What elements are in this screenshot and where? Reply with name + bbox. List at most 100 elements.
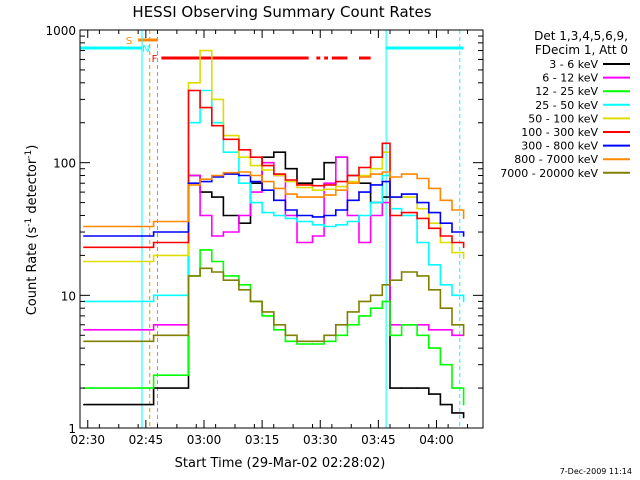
data-point-800-7000-kev (210, 174, 213, 177)
data-point-100-300-kev (261, 164, 263, 167)
data-point-7000-20000-kev (439, 307, 442, 309)
data-point-100-300-kev (83, 246, 85, 249)
chart-title: HESSI Observing Summary Count Rates (132, 3, 431, 21)
data-point-6-12-kev (152, 323, 155, 326)
data-point-3-6-kev (439, 403, 442, 406)
data-point-25-50-kev (462, 300, 465, 303)
data-point-800-7000-kev (334, 189, 337, 192)
data-point-25-50-kev (369, 201, 372, 204)
data-point-50-100-kev (83, 260, 85, 263)
series-line-7000-20000-kev (83, 267, 465, 343)
data-point-50-100-kev (199, 49, 201, 52)
data-point-6-12-kev (141, 328, 143, 331)
data-point-100-300-kev (311, 184, 314, 187)
data-point-300-800-kev (369, 184, 372, 186)
series-layer (83, 49, 465, 419)
data-point-50-100-kev (334, 185, 337, 188)
data-point-300-800-kev (238, 174, 240, 177)
data-point-100-300-kev (272, 173, 275, 175)
legend-header-line2: FDecim 1, Att 0 (535, 43, 628, 57)
data-point-12-25-kev (358, 315, 360, 317)
x-tick-label: 02:45 (129, 433, 164, 447)
x-tick-label: 02:30 (70, 433, 105, 447)
data-point-6-12-kev (323, 182, 325, 185)
data-point-800-7000-kev (358, 176, 360, 178)
legend-label-300-800-kev: 300 - 800 keV (521, 140, 598, 153)
x-axis: 02:30 02:45 03:00 03:15 03:30 03:45 04:00 (70, 30, 468, 447)
saa-flag-label: S (126, 36, 132, 47)
data-point-800-7000-kev (249, 174, 252, 177)
data-point-7000-20000-kev (346, 311, 349, 313)
legend-label-7000-20000-kev: 7000 - 20000 keV (500, 167, 598, 180)
data-point-7000-20000-kev (427, 289, 430, 291)
data-point-25-50-kev (381, 174, 384, 177)
legend-label-6-12-kev: 6 - 12 keV (542, 72, 598, 85)
y-axis-label: Count Rate (s-1 detector-1) (24, 145, 40, 316)
data-point-12-25-kev (451, 387, 453, 389)
data-point-800-7000-kev (272, 187, 275, 190)
data-point-800-7000-kev (369, 173, 372, 175)
data-point-800-7000-kev (451, 209, 453, 211)
data-point-800-7000-kev (152, 220, 155, 223)
data-point-300-800-kev (358, 191, 360, 193)
data-point-25-50-kev (439, 284, 442, 286)
data-point-7000-20000-kev (152, 334, 155, 337)
series-line-6-12-kev (83, 156, 464, 337)
data-point-6-12-kev (358, 241, 360, 244)
data-point-800-7000-kev (141, 225, 143, 228)
x-tick-label: 04:00 (419, 433, 454, 447)
data-point-12-25-kev (284, 340, 287, 343)
data-point-7000-20000-kev (400, 271, 403, 273)
data-point-800-7000-kev (284, 193, 287, 195)
data-point-800-7000-kev (83, 225, 85, 228)
y-axis-label-main: Count Rate (s (25, 227, 40, 316)
data-point-7000-20000-kev (296, 340, 298, 343)
data-point-25-50-kev (249, 201, 252, 204)
data-point-300-800-kev (462, 235, 465, 237)
data-point-12-25-kev (389, 334, 391, 337)
data-point-25-50-kev (141, 300, 143, 303)
data-point-3-6-kev (83, 403, 85, 406)
data-point-300-800-kev (416, 201, 418, 204)
x-tick-label: 03:15 (245, 433, 280, 447)
data-point-300-800-kev (381, 180, 384, 183)
data-point-6-12-kev (238, 214, 240, 217)
data-point-300-800-kev (311, 216, 314, 218)
data-point-3-6-kev (311, 178, 314, 181)
data-point-25-50-kev (323, 225, 325, 228)
data-point-7000-20000-kev (323, 334, 325, 337)
data-point-800-7000-kev (238, 171, 240, 173)
data-point-800-7000-kev (187, 184, 190, 186)
data-point-300-800-kev (141, 235, 143, 237)
data-point-800-7000-kev (439, 199, 442, 202)
data-point-7000-20000-kev (210, 271, 213, 273)
data-point-3-6-kev (323, 161, 325, 164)
data-point-6-12-kev (199, 214, 201, 217)
data-point-100-300-kev (381, 142, 384, 145)
data-point-7000-20000-kev (187, 275, 190, 277)
data-point-25-50-kev (416, 241, 418, 244)
data-point-300-800-kev (296, 214, 298, 217)
data-point-25-50-kev (358, 214, 360, 217)
data-point-7000-20000-kev (358, 300, 360, 303)
data-point-100-300-kev (249, 156, 252, 158)
data-point-7000-20000-kev (238, 289, 240, 291)
data-point-800-7000-kev (311, 196, 314, 198)
data-point-300-800-kev (83, 235, 85, 237)
x-tick-label: 03:45 (361, 433, 396, 447)
data-point-800-7000-kev (389, 176, 391, 178)
data-point-25-50-kev (222, 151, 225, 153)
data-point-3-6-kev (284, 167, 287, 170)
series-line-3-6-kev (83, 151, 465, 418)
y-axis-label-sup1: -1 (24, 218, 34, 227)
data-point-100-300-kev (369, 156, 372, 158)
data-point-300-800-kev (427, 211, 430, 214)
data-point-12-25-kev (416, 334, 418, 337)
data-point-12-25-kev (381, 300, 384, 303)
x-tick-label: 03:00 (187, 433, 222, 447)
data-point-100-300-kev (451, 241, 453, 244)
data-point-100-300-kev (199, 106, 201, 109)
x-axis-label: Start Time (29-Mar-02 02:28:02) (175, 456, 386, 471)
data-point-50-100-kev (152, 254, 155, 257)
